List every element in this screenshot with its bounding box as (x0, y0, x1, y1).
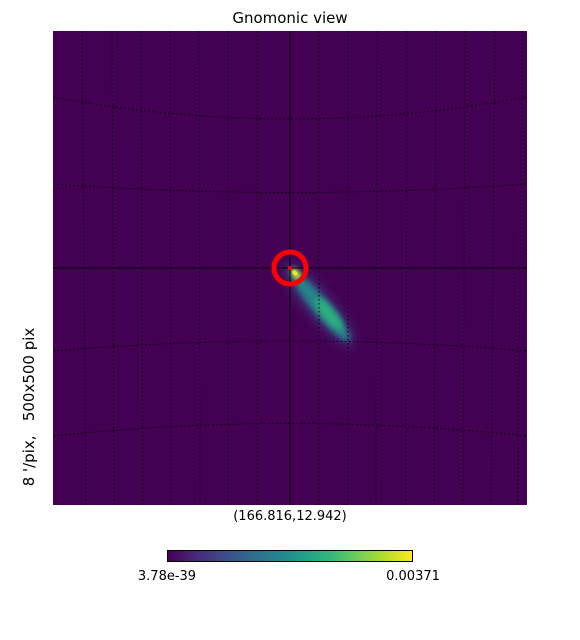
colorbar (167, 550, 413, 562)
blob-max (292, 270, 298, 276)
chart-title: Gnomonic view (232, 9, 348, 27)
colorbar-max-label: 0.00371 (386, 569, 440, 584)
target-marker-dot (288, 266, 292, 270)
resolution-label: 8 '/pix, 500x500 pix (20, 327, 38, 487)
colorbar-min-label: 3.78e-39 (137, 569, 197, 584)
map-plot (53, 31, 527, 505)
blob-core (315, 298, 343, 330)
probability-blob (284, 264, 354, 346)
target-marker-ring (271, 249, 309, 287)
center-coordinates: (166.816,12.942) (233, 509, 347, 524)
graticule-parallel (53, 96, 527, 120)
